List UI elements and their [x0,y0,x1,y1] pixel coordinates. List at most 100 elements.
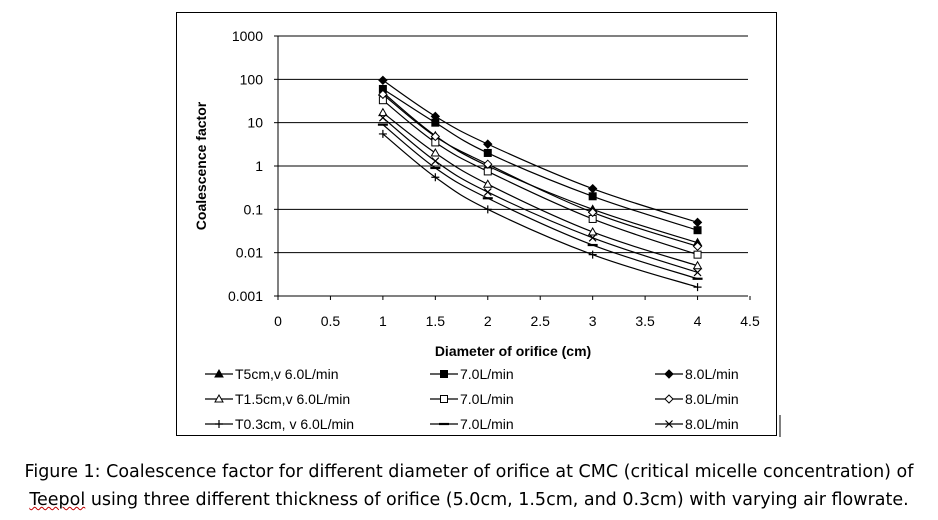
data-point [483,205,492,214]
data-point [693,268,702,277]
chart-legend: T5cm,v 6.0L/min 7.0L/min 8.0L/min T1.5cm,v … [205,366,739,432]
x-tick-label: 3 [589,313,597,329]
series-4 [378,107,703,270]
legend-label: 8.0L/min [685,391,739,407]
series-8 [377,123,703,280]
x-tick-label: 4.5 [740,313,760,329]
data-point [378,107,388,117]
series-line [382,133,698,288]
data-point [482,179,493,188]
y-tick-label: 0.001 [228,288,263,304]
x-tick-label: 1.5 [426,313,446,329]
data-point [665,420,673,428]
chart-svg: 1000 100 10 1 0.1 0.01 0.001 0 0.5 1 1.5 2 2.5 3 3.5 4 4… [193,28,781,437]
data-point [215,420,223,428]
y-tick-label: 10 [247,115,263,131]
legend-item: 8.0L/min [655,416,739,432]
series-2 [378,84,702,235]
data-point [378,75,388,86]
x-tick-label: 3.5 [635,313,655,329]
data-point [483,159,493,169]
legend-label: T0.3cm, v 6.0L/min [235,416,354,432]
chart-series-group [377,75,703,292]
caption-line-1: Figure 1: Coalescence factor for differe… [24,462,914,482]
data-point [483,167,492,176]
chart-axes: 1000 100 10 1 0.1 0.01 0.001 0 0.5 1 1.5 2 2.5 3 3.5 4 4… [228,28,760,329]
data-point [440,395,448,403]
data-point [430,131,441,142]
data-point [214,393,224,403]
series-7 [378,129,702,292]
caption-line-2: Teepol using three different thickness o… [0,486,938,514]
legend-item: T5cm,v 6.0L/min [205,366,338,382]
data-point [587,226,598,236]
series-5 [378,96,702,259]
legend-item: T0.3cm, v 6.0L/min [205,416,354,432]
series-line [382,112,698,267]
data-point [483,188,492,197]
legend-item: 7.0L/min [430,366,514,382]
data-point [587,207,598,218]
series-3 [378,75,703,228]
data-point [483,148,492,157]
data-point [693,283,702,292]
data-point [692,260,703,270]
y-tick-label: 1 [255,158,263,174]
y-tick-label: 1000 [232,28,263,44]
legend-item: 7.0L/min [430,416,514,432]
series-line [382,124,698,280]
data-point [378,89,388,100]
data-point [664,394,674,404]
legend-label: 8.0L/min [685,416,739,432]
x-tick-label: 1 [379,313,387,329]
x-tick-label: 0 [274,313,282,329]
data-point [693,250,702,259]
series-line [382,93,698,247]
data-point [430,111,441,122]
x-tick-label: 2.5 [530,313,550,329]
data-point [692,241,703,252]
x-axis-title: Diameter of orifice (cm) [435,343,591,359]
data-point [483,139,493,149]
data-point [588,250,597,259]
data-point [378,113,387,122]
data-point [664,369,674,379]
y-tick-label: 100 [240,71,264,87]
data-point [431,157,440,165]
data-point [692,217,703,228]
data-point [214,368,224,378]
legend-label: T1.5cm,v 6.0L/min [235,391,350,407]
series-6 [378,89,703,252]
legend-item: 8.0L/min [655,391,739,407]
data-point [431,173,440,182]
legend-item: 7.0L/min [430,391,514,407]
figure-frame [176,12,777,436]
legend-item: T1.5cm,v 6.0L/min [205,391,350,407]
caption-line-2-rest: using three different thickness of orifi… [85,490,909,510]
x-tick-label: 0.5 [321,313,341,329]
data-point [588,192,597,201]
chart-gridlines [278,35,748,297]
y-axis-title: Coalescence factor [193,101,209,230]
legend-label: 7.0L/min [460,391,514,407]
legend-label: 8.0L/min [685,366,739,382]
caption-spellcheck-word: Teepol [29,490,86,510]
data-point [588,233,597,242]
legend-label: 7.0L/min [460,366,514,382]
legend-label: T5cm,v 6.0L/min [235,366,338,382]
x-tick-label: 4 [694,313,702,329]
series-line [382,117,698,273]
data-point [440,370,448,378]
x-tick-label: 2 [484,313,492,329]
data-point [587,183,598,194]
data-point [693,226,702,235]
series-line [382,91,698,244]
series-line [382,99,698,256]
legend-label: 7.0L/min [460,416,514,432]
figure-caption: Figure 1: Coalescence factor for differe… [0,458,938,514]
series-9 [378,113,702,277]
data-point [378,129,387,138]
y-tick-label: 0.01 [236,245,263,261]
legend-item: 8.0L/min [655,366,739,382]
y-tick-label: 0.1 [244,201,264,217]
